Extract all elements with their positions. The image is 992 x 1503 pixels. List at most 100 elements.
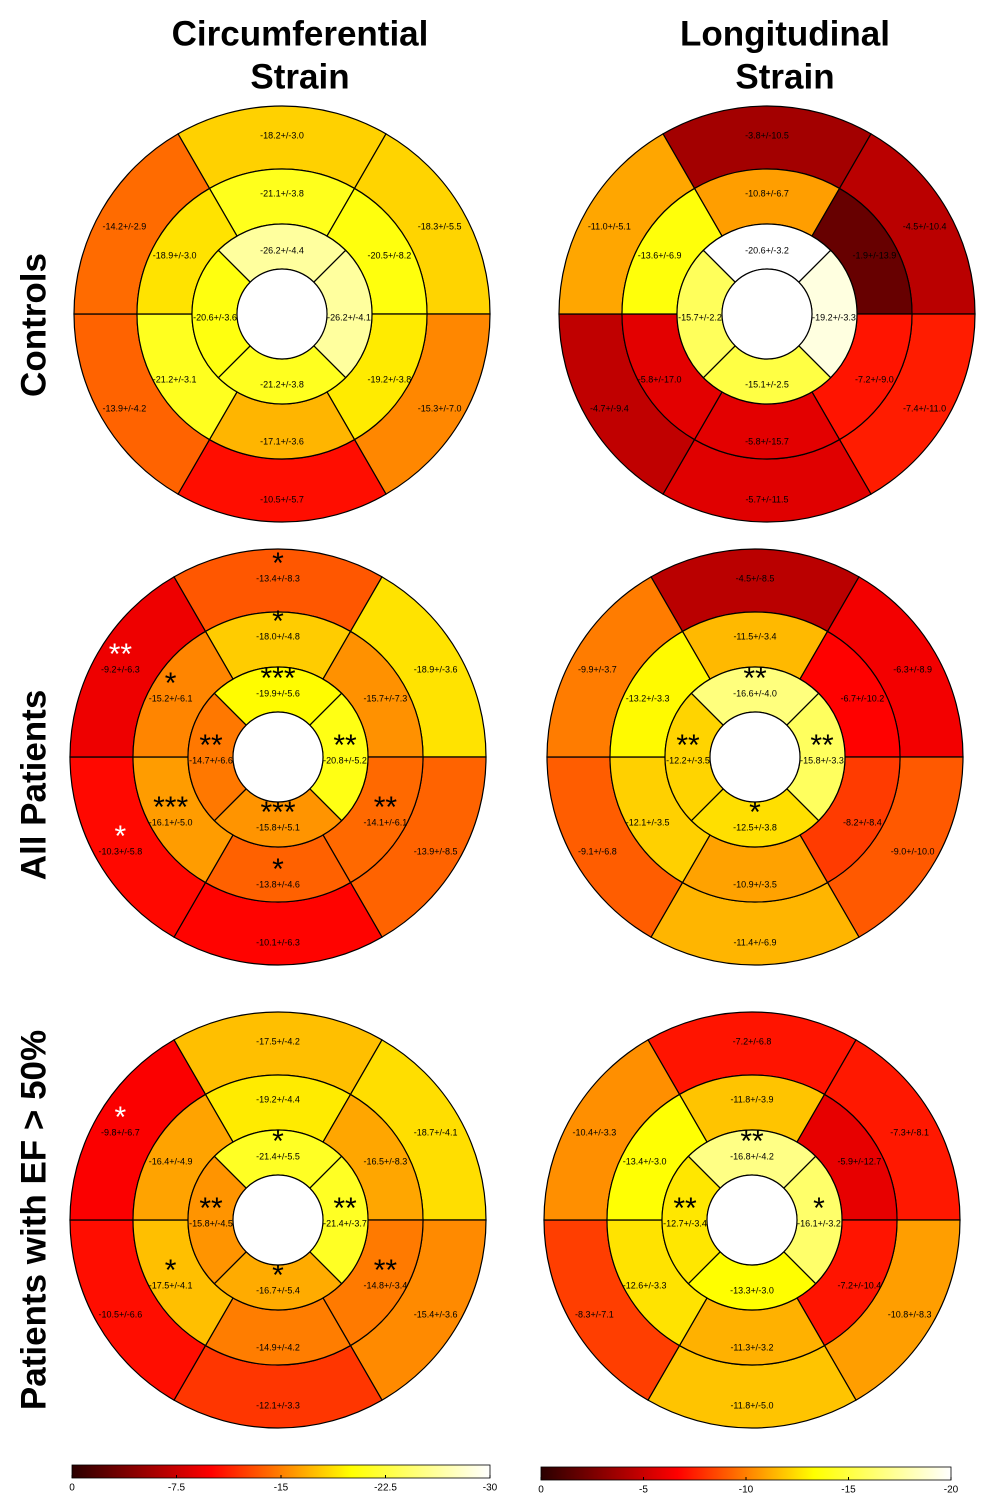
segment-label: -9.9+/-3.7: [578, 664, 617, 674]
segment-label: -16.5+/-8.3: [363, 1156, 407, 1166]
segment-label: -11.8+/-3.9: [730, 1094, 773, 1104]
segment-label: -16.1+/-5.0: [149, 817, 193, 827]
significance: *: [165, 1254, 177, 1287]
significance: *: [115, 1101, 127, 1134]
segment-label: -11.3+/-3.2: [730, 1342, 773, 1352]
segment-label: -13.4+/-3.0: [623, 1156, 667, 1166]
colorbar-tick-label: -20: [944, 1485, 959, 1496]
segment-label: -8.2+/-8.4: [843, 817, 882, 827]
segment-label: -13.6+/-6.9: [638, 250, 682, 260]
segment-label: -7.2+/-6.8: [733, 1036, 772, 1046]
center-hole: [709, 711, 801, 803]
bullseye: -4.5+/-8.5 -6.3+/-8.9 -9.0+/-10.0 -11.4+/-6…: [546, 548, 964, 966]
segment-label: -4.5+/-10.4: [903, 221, 947, 231]
segment-label: -16.4+/-4.9: [149, 1156, 193, 1166]
significance: *: [272, 605, 284, 638]
significance: *: [272, 1125, 284, 1158]
segment-label: -12.2+/-3.5: [666, 755, 710, 765]
segment-label: -15.3+/-7.0: [418, 403, 462, 413]
segment-label: -6.7+/-10.2: [840, 693, 884, 703]
column-title: Circumferential: [172, 14, 429, 53]
segment-label: -12.7+/-3.4: [663, 1218, 707, 1228]
segment-label: -10.5+/-6.6: [98, 1309, 142, 1319]
segment-label: -26.2+/-4.4: [260, 245, 304, 255]
colorbar-tick-label: -15: [274, 1483, 289, 1494]
colorbar-tick-label: 0: [538, 1485, 544, 1496]
segment-label: -15.7+/-2.2: [678, 312, 722, 322]
segment-label: -15.2+/-6.1: [149, 693, 193, 703]
segment-label: -6.3+/-8.9: [893, 664, 932, 674]
segment-label: -10.4+/-3.3: [572, 1127, 616, 1137]
significance: **: [740, 1125, 764, 1158]
center-hole: [232, 1174, 324, 1266]
segment-label: -4.7+/-9.4: [590, 403, 629, 413]
significance: **: [374, 1254, 398, 1287]
column-title: Longitudinal: [680, 14, 890, 53]
segment-label: -8.3+/-7.1: [575, 1309, 614, 1319]
segment-label: -12.5+/-3.8: [733, 822, 777, 832]
row-title: All Patients: [14, 690, 53, 881]
segment-label: -7.2+/-10.4: [837, 1280, 881, 1290]
bullseye: -18.2+/-3.0 -18.3+/-5.5 -15.3+/-7.0 -10.5+/…: [73, 105, 491, 523]
segment-label: -20.6+/-3.2: [745, 245, 789, 255]
segment-label: -18.2+/-3.0: [260, 130, 304, 140]
segment-label: -19.2+/-3.3: [812, 312, 856, 322]
segment-label: -16.8+/-4.2: [730, 1151, 774, 1161]
column-title: Strain: [735, 57, 834, 96]
segment-label: -18.0+/-4.8: [256, 631, 300, 641]
segment-label: -13.4+/-8.3: [256, 573, 300, 583]
segment-label: -17.1+/-3.6: [260, 436, 304, 446]
segment-label: -1.9+/-13.9: [852, 250, 896, 260]
segment-label: -9.1+/-6.8: [578, 846, 617, 856]
significance: *: [272, 853, 284, 886]
segment-label: -14.8+/-3.4: [363, 1280, 407, 1290]
segment-label: -7.2+/-9.0: [855, 374, 894, 384]
segment-label: -10.8+/-6.7: [745, 188, 789, 198]
segment-label: -5.8+/-15.7: [745, 436, 789, 446]
bullseye: -17.5+/-4.2 -18.7+/-4.1 -15.4+/-3.6 -12.1+/…: [69, 1011, 487, 1429]
segment-label: -18.3+/-5.5: [418, 221, 462, 231]
center-hole: [706, 1174, 798, 1266]
segment-label: -18.9+/-3.6: [414, 664, 458, 674]
segment-label: -12.1+/-3.3: [256, 1400, 300, 1410]
colorbar-tick-label: -10: [739, 1485, 754, 1496]
segment-label: -18.9+/-3.0: [153, 250, 197, 260]
significance: **: [743, 662, 767, 695]
segment-label: -20.6+/-3.6: [193, 312, 237, 322]
segment-label: -13.9+/-8.5: [414, 846, 458, 856]
bullseye: -3.8+/-10.5 -4.5+/-10.4 -7.4+/-11.0 -5.7+/-…: [558, 105, 976, 523]
colorbar-tick-label: -5: [639, 1485, 648, 1496]
significance: **: [333, 1192, 357, 1225]
segment-label: -21.2+/-3.8: [260, 379, 304, 389]
segment-label: -16.6+/-4.0: [733, 688, 777, 698]
segment-label: -26.2+/-4.1: [327, 312, 371, 322]
center-hole: [232, 711, 324, 803]
segment-label: -15.4+/-3.6: [414, 1309, 458, 1319]
segment-label: -19.2+/-3.8: [367, 374, 411, 384]
segment-label: -15.7+/-7.3: [363, 693, 407, 703]
colorbar-tick-label: -30: [483, 1483, 498, 1494]
significance: **: [676, 729, 700, 762]
segment-label: -14.7+/-6.6: [189, 755, 233, 765]
significance: ***: [260, 662, 295, 695]
segment-label: -11.0+/-5.1: [588, 221, 631, 231]
segment-label: -15.8+/-4.5: [189, 1218, 233, 1228]
segment-label: -5.9+/-12.7: [837, 1156, 881, 1166]
significance: *: [749, 796, 761, 829]
segment-label: -19.9+/-5.6: [256, 688, 300, 698]
segment-label: -14.9+/-4.2: [256, 1342, 300, 1352]
significance: ***: [153, 791, 188, 824]
colorbar-tick-label: 0: [69, 1483, 75, 1494]
colorbar-tick-label: -22.5: [374, 1483, 397, 1494]
row-title: Controls: [14, 253, 53, 397]
segment-label: -20.5+/-8.2: [367, 250, 411, 260]
bullseye: -7.2+/-6.8 -7.3+/-8.1 -10.8+/-8.3 -11.8+/-5…: [543, 1011, 961, 1429]
colorbar-tick-label: -7.5: [168, 1483, 186, 1494]
segment-label: -18.7+/-4.1: [414, 1127, 458, 1137]
center-hole: [236, 268, 328, 360]
segment-label: -5.8+/-17.0: [638, 374, 682, 384]
segment-label: -20.8+/-5.2: [323, 755, 367, 765]
segment-label: -13.3+/-3.0: [730, 1285, 774, 1295]
significance: **: [109, 638, 133, 671]
segment-label: -10.3+/-5.8: [98, 846, 142, 856]
